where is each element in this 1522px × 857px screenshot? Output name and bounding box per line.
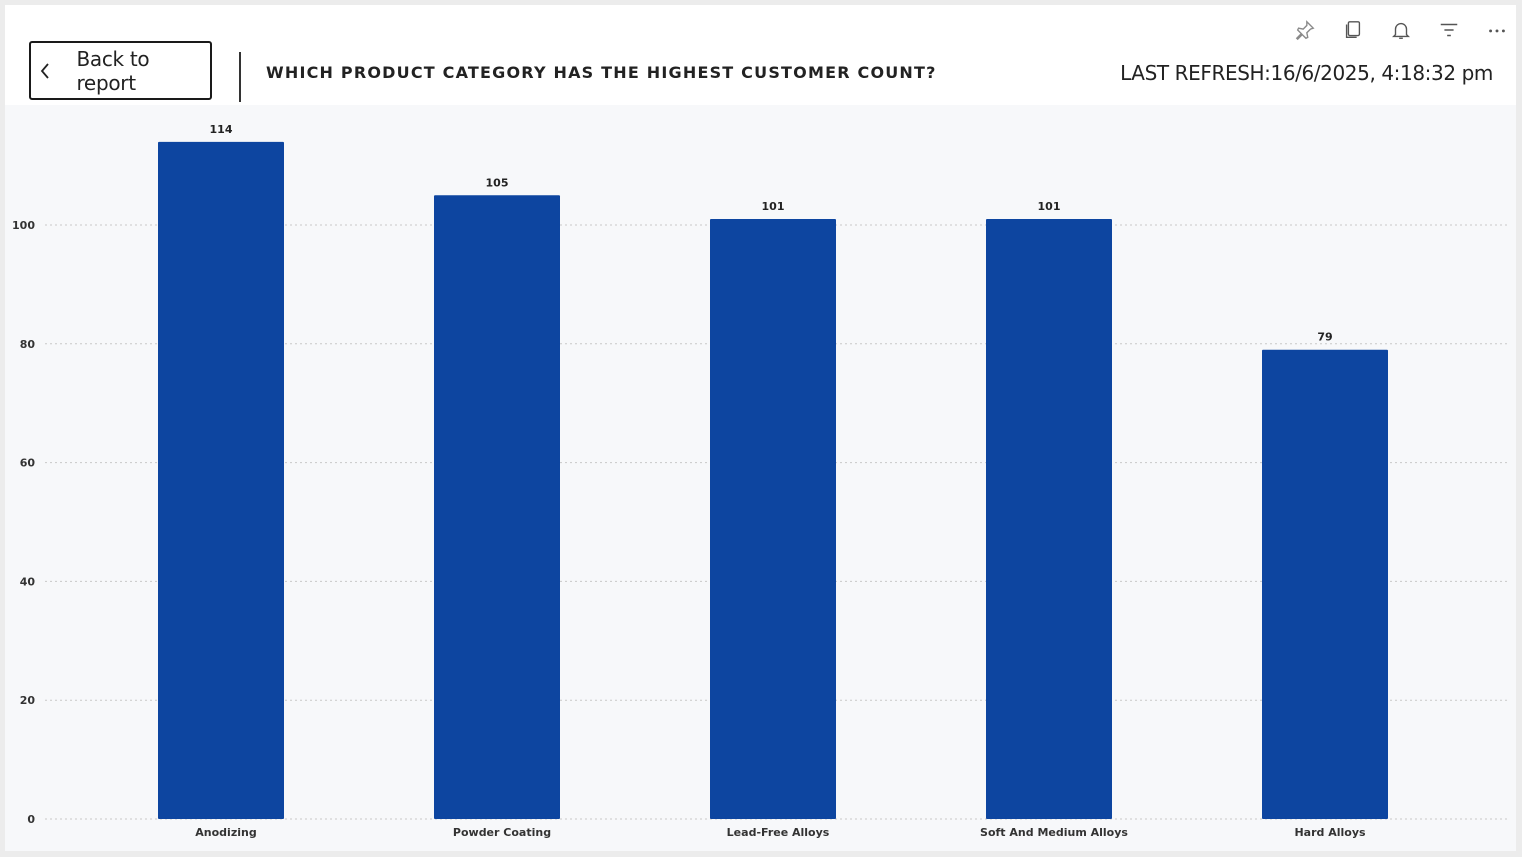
x-tick-label: Hard Alloys bbox=[1294, 826, 1366, 839]
bell-icon[interactable] bbox=[1388, 17, 1414, 43]
x-tick-label: Soft And Medium Alloys bbox=[980, 826, 1128, 839]
x-tick-label: Lead-Free Alloys bbox=[727, 826, 830, 839]
bar bbox=[434, 195, 560, 820]
bar bbox=[158, 141, 284, 820]
chevron-left-icon bbox=[39, 61, 54, 81]
y-tick-label: 20 bbox=[20, 694, 36, 707]
bar bbox=[710, 219, 836, 819]
visual-container: Back to report WHICH PRODUCT CATEGORY HA… bbox=[5, 5, 1516, 851]
visual-toolbar bbox=[1292, 17, 1510, 43]
filter-icon[interactable] bbox=[1436, 17, 1462, 43]
x-tick-label: Powder Coating bbox=[453, 826, 551, 839]
data-label: 79 bbox=[1317, 331, 1332, 344]
y-tick-label: 0 bbox=[27, 813, 35, 826]
copy-icon[interactable] bbox=[1340, 17, 1366, 43]
chart-title: WHICH PRODUCT CATEGORY HAS THE HIGHEST C… bbox=[266, 63, 937, 82]
back-to-report-button[interactable]: Back to report bbox=[29, 41, 212, 100]
data-label: 105 bbox=[486, 176, 509, 189]
y-tick-label: 60 bbox=[20, 457, 36, 470]
x-tick-label: Anodizing bbox=[195, 826, 256, 839]
pin-icon[interactable] bbox=[1292, 17, 1318, 43]
data-label: 101 bbox=[1038, 200, 1061, 213]
y-tick-label: 100 bbox=[12, 219, 35, 232]
more-icon[interactable] bbox=[1484, 17, 1510, 43]
bar bbox=[986, 219, 1112, 819]
data-label: 101 bbox=[762, 200, 785, 213]
back-button-label: Back to report bbox=[76, 46, 150, 95]
header-divider bbox=[239, 52, 241, 102]
y-tick-label: 40 bbox=[20, 575, 36, 588]
data-label: 114 bbox=[210, 123, 233, 136]
bar bbox=[1262, 349, 1388, 819]
last-refresh-text: LAST REFRESH:16/6/2025, 4:18:32 pm bbox=[1120, 61, 1493, 85]
y-tick-label: 80 bbox=[20, 338, 36, 351]
bar-chart: 0 20 40 60 80 100 114 Anodizing 105 Powder Coatin… bbox=[12, 123, 1510, 839]
